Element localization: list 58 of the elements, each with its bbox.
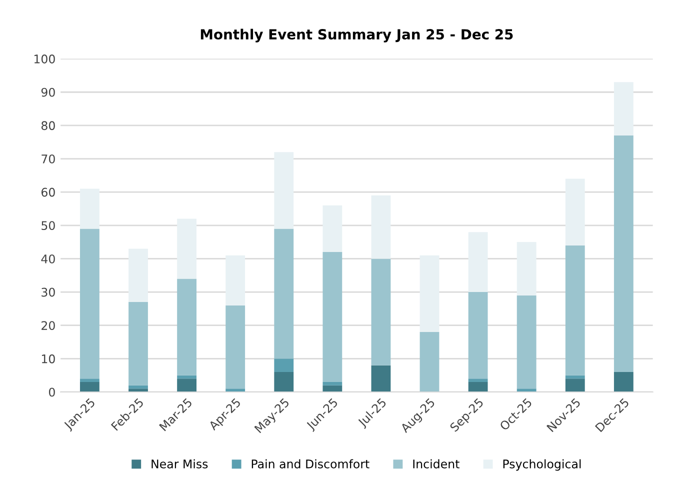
bar — [80, 188, 100, 229]
bar — [177, 378, 196, 392]
bar — [322, 385, 342, 392]
bar — [128, 388, 148, 392]
bar — [80, 228, 100, 379]
y-tick-label: 50 — [42, 221, 55, 230]
bar — [371, 258, 391, 366]
y-tick-label: 40 — [41, 254, 55, 264]
bar — [614, 135, 634, 372]
legend-label: Psychological — [503, 459, 581, 471]
bar — [614, 372, 634, 392]
bar — [128, 385, 148, 389]
bar — [371, 365, 391, 392]
bar — [516, 242, 536, 296]
bar — [565, 375, 585, 379]
bar — [80, 378, 100, 382]
bar — [420, 332, 440, 392]
bar — [274, 372, 294, 392]
bar — [226, 255, 246, 306]
bar — [226, 388, 246, 392]
y-tick-label: 60 — [42, 188, 55, 197]
bar — [274, 358, 294, 372]
bar — [468, 378, 488, 382]
bar — [516, 388, 536, 392]
y-tick-label: 30 — [42, 288, 55, 297]
bar — [614, 82, 634, 136]
bar — [565, 378, 585, 392]
chart-title: Monthly Event Summary Jan 25 - Dec 25 — [200, 28, 513, 42]
bar — [274, 228, 294, 359]
bar — [128, 248, 148, 302]
bar — [468, 292, 488, 379]
legend-label: Pain and Discomfort — [252, 459, 370, 468]
bar — [177, 218, 196, 279]
bar — [420, 255, 440, 332]
legend-label: Incident — [413, 459, 460, 468]
bar — [274, 152, 294, 229]
bar — [565, 245, 585, 376]
bar — [80, 382, 100, 392]
bar — [516, 295, 536, 389]
bar — [322, 382, 342, 386]
y-tick-label: 0 — [48, 388, 55, 397]
bar — [468, 232, 488, 292]
y-tick-label: 100 — [34, 54, 55, 64]
bar — [177, 278, 196, 376]
bar — [371, 195, 391, 259]
y-tick-label: 80 — [41, 121, 55, 130]
bar — [322, 252, 342, 382]
bar — [468, 382, 488, 392]
bar — [177, 375, 196, 379]
y-tick-label: 90 — [41, 88, 55, 97]
legend-label: Near Miss — [152, 459, 208, 468]
bar — [128, 302, 148, 386]
y-tick-label: 70 — [42, 154, 55, 164]
y-tick-label: 10 — [42, 354, 55, 364]
bar — [226, 305, 246, 389]
y-tick-label: 20 — [42, 321, 55, 330]
bar — [565, 178, 585, 246]
bar — [322, 205, 342, 252]
